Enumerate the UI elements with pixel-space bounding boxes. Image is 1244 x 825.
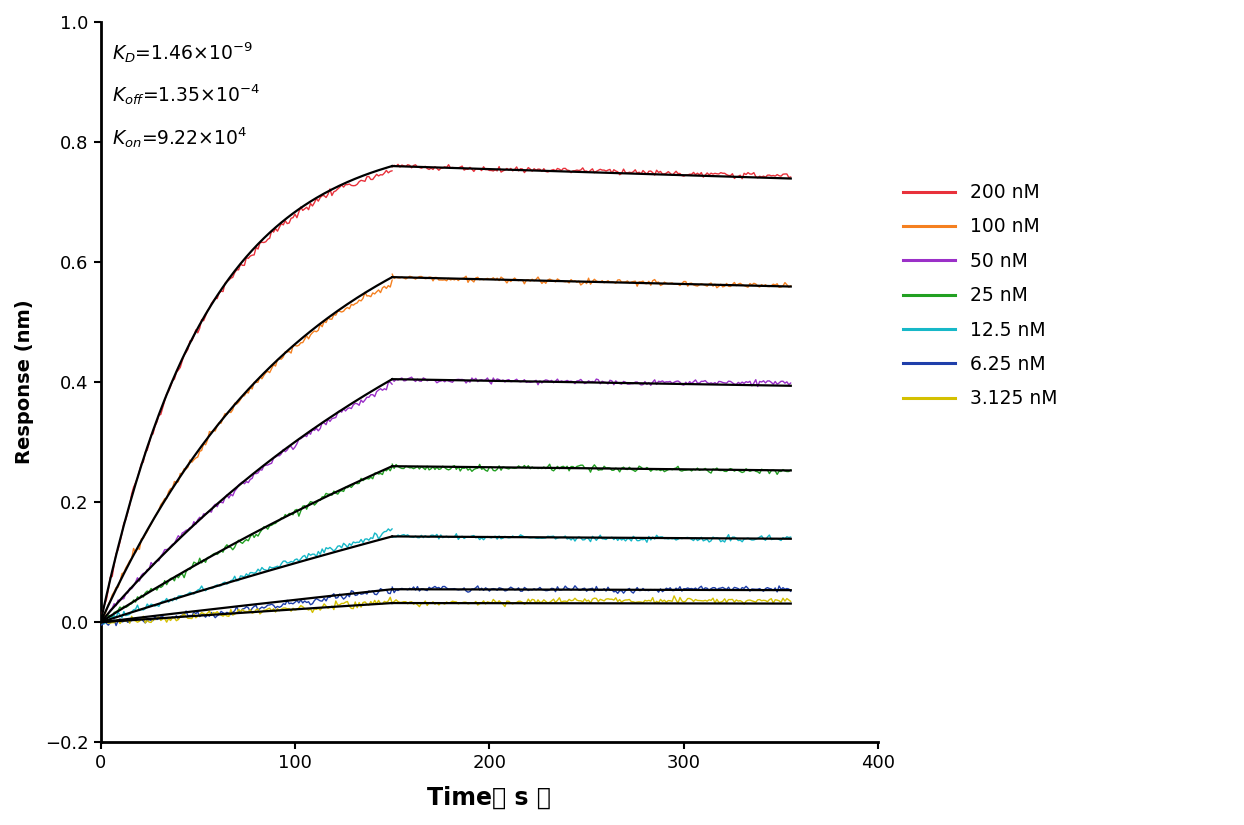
Y-axis label: Response (nm): Response (nm) bbox=[15, 299, 34, 464]
Text: $K_D$=1.46×10$^{-9}$
$K_{off}$=1.35×10$^{-4}$
$K_{on}$=9.22×10$^{4}$: $K_D$=1.46×10$^{-9}$ $K_{off}$=1.35×10$^… bbox=[112, 40, 260, 149]
Legend: 200 nM, 100 nM, 50 nM, 25 nM, 12.5 nM, 6.25 nM, 3.125 nM: 200 nM, 100 nM, 50 nM, 25 nM, 12.5 nM, 6… bbox=[896, 176, 1065, 416]
X-axis label: Time（ s ）: Time（ s ） bbox=[428, 786, 551, 810]
